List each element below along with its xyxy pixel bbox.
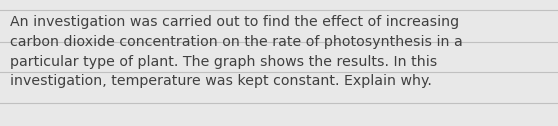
Text: An investigation was carried out to find the effect of increasing
carbon dioxide: An investigation was carried out to find…: [10, 15, 463, 88]
